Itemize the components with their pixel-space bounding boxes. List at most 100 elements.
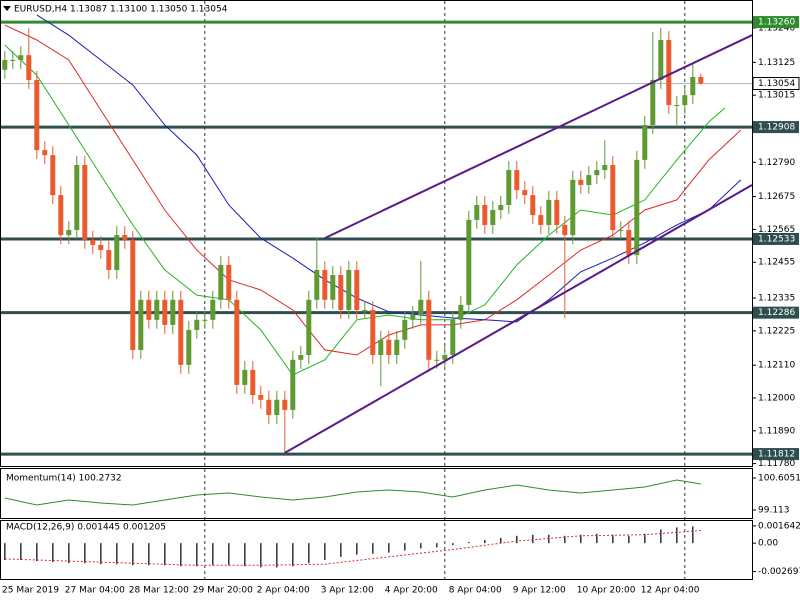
y-tick-label: 1.12225 xyxy=(758,326,795,336)
candle-body xyxy=(82,164,88,240)
candle-body xyxy=(250,369,256,395)
last-price-box xyxy=(752,77,800,91)
x-tick-label: 3 Apr 12:00 xyxy=(321,586,374,596)
candle-body xyxy=(634,159,640,256)
macd-pane xyxy=(0,520,753,580)
candle-body xyxy=(122,235,128,240)
candle-body xyxy=(154,299,160,320)
candle-body xyxy=(658,39,664,80)
candle-body xyxy=(562,224,568,236)
candle-body xyxy=(522,190,528,196)
candle-body xyxy=(170,299,176,325)
y-tick-label: 1.12110 xyxy=(758,361,795,371)
candle-body xyxy=(578,179,584,185)
level-label: 1.13260 xyxy=(758,18,795,28)
x-tick-label: 28 Mar 12:00 xyxy=(129,586,189,596)
candle-body xyxy=(466,219,472,305)
candle-body xyxy=(442,355,448,360)
y-tick-label: 1.12675 xyxy=(758,192,795,202)
candle-body xyxy=(18,55,24,60)
candle-body xyxy=(434,359,440,361)
candle-body xyxy=(218,264,224,300)
x-tick-label: 9 Apr 12:00 xyxy=(513,586,566,596)
level-label: 1.11812 xyxy=(758,450,795,460)
candle-body xyxy=(234,299,240,385)
macd-label: MACD(12,26,9) 0.001445 0.001205 xyxy=(6,523,166,533)
candle-body xyxy=(210,299,216,320)
candle-body xyxy=(322,269,328,300)
menu-arrow[interactable] xyxy=(3,6,11,11)
candle-body xyxy=(138,299,144,350)
level-label-box xyxy=(753,121,799,134)
candle-body xyxy=(698,76,704,84)
y-tick-label: 100.6051 xyxy=(758,473,800,483)
candle-body xyxy=(26,55,32,80)
candle-body xyxy=(618,230,624,232)
candle-body xyxy=(402,319,408,340)
candle-body xyxy=(146,299,152,320)
candle-body xyxy=(266,399,272,415)
level-label: 1.12286 xyxy=(758,308,795,318)
candle-body xyxy=(610,164,616,231)
candle-body xyxy=(346,269,352,310)
x-tick-label: 29 Mar 20:00 xyxy=(193,586,253,596)
candle-body xyxy=(226,264,232,300)
candle-body xyxy=(490,210,496,225)
candle-body xyxy=(642,125,648,160)
candle-body xyxy=(90,239,96,245)
candle-body xyxy=(378,339,384,356)
candle-body xyxy=(506,170,512,205)
candle-body xyxy=(178,299,184,365)
candle-body xyxy=(298,355,304,360)
y-tick-label: 1.13240 xyxy=(758,24,795,34)
candle-body xyxy=(538,215,544,225)
y-tick-label: 1.13015 xyxy=(758,91,795,101)
momentum-line xyxy=(4,479,701,506)
candle-body xyxy=(114,235,120,270)
y-tick-label: 1.11780 xyxy=(758,459,795,469)
y-tick-label: 1.12455 xyxy=(758,258,795,268)
candle-body xyxy=(306,299,312,356)
candle-body xyxy=(514,170,520,191)
x-tick-label: 8 Apr 04:00 xyxy=(449,586,502,596)
candle-body xyxy=(386,339,392,356)
candle-body xyxy=(602,164,608,171)
candle-body xyxy=(202,319,208,321)
candle-body xyxy=(42,150,48,156)
candle-body xyxy=(58,195,64,236)
candle-body xyxy=(194,319,200,330)
momentum-pane xyxy=(0,468,753,519)
x-tick-label: 25 Mar 2019 xyxy=(2,586,59,596)
y-tick-label: 1.12000 xyxy=(758,393,795,403)
candle-body xyxy=(394,339,400,356)
level-label-box xyxy=(753,16,799,29)
x-tick-label: 12 Apr 04:00 xyxy=(641,586,700,596)
level-label-box xyxy=(753,448,799,461)
candle-body xyxy=(314,269,320,300)
candle-body xyxy=(282,399,288,410)
candle-body xyxy=(130,239,136,350)
candle-body xyxy=(362,309,368,311)
last-price-label: 1.13054 xyxy=(758,79,795,89)
y-tick-label: 1.12790 xyxy=(758,158,795,168)
candle-body xyxy=(594,170,600,176)
trendline xyxy=(284,184,753,454)
candle-body xyxy=(666,39,672,106)
level-label: 1.12908 xyxy=(758,123,795,133)
candle-body xyxy=(10,59,16,61)
y-tick-label: 1.11890 xyxy=(758,426,795,436)
candle-body xyxy=(682,95,688,106)
candle-body xyxy=(98,244,104,251)
candle-body xyxy=(650,79,656,126)
macd-signal xyxy=(4,530,701,566)
x-tick-label: 2 Apr 04:00 xyxy=(257,586,310,596)
candle-body xyxy=(674,105,680,107)
level-label: 1.12533 xyxy=(758,234,795,244)
candle-body xyxy=(530,195,536,216)
candle-body xyxy=(274,399,280,415)
x-tick-label: 4 Apr 20:00 xyxy=(385,586,438,596)
